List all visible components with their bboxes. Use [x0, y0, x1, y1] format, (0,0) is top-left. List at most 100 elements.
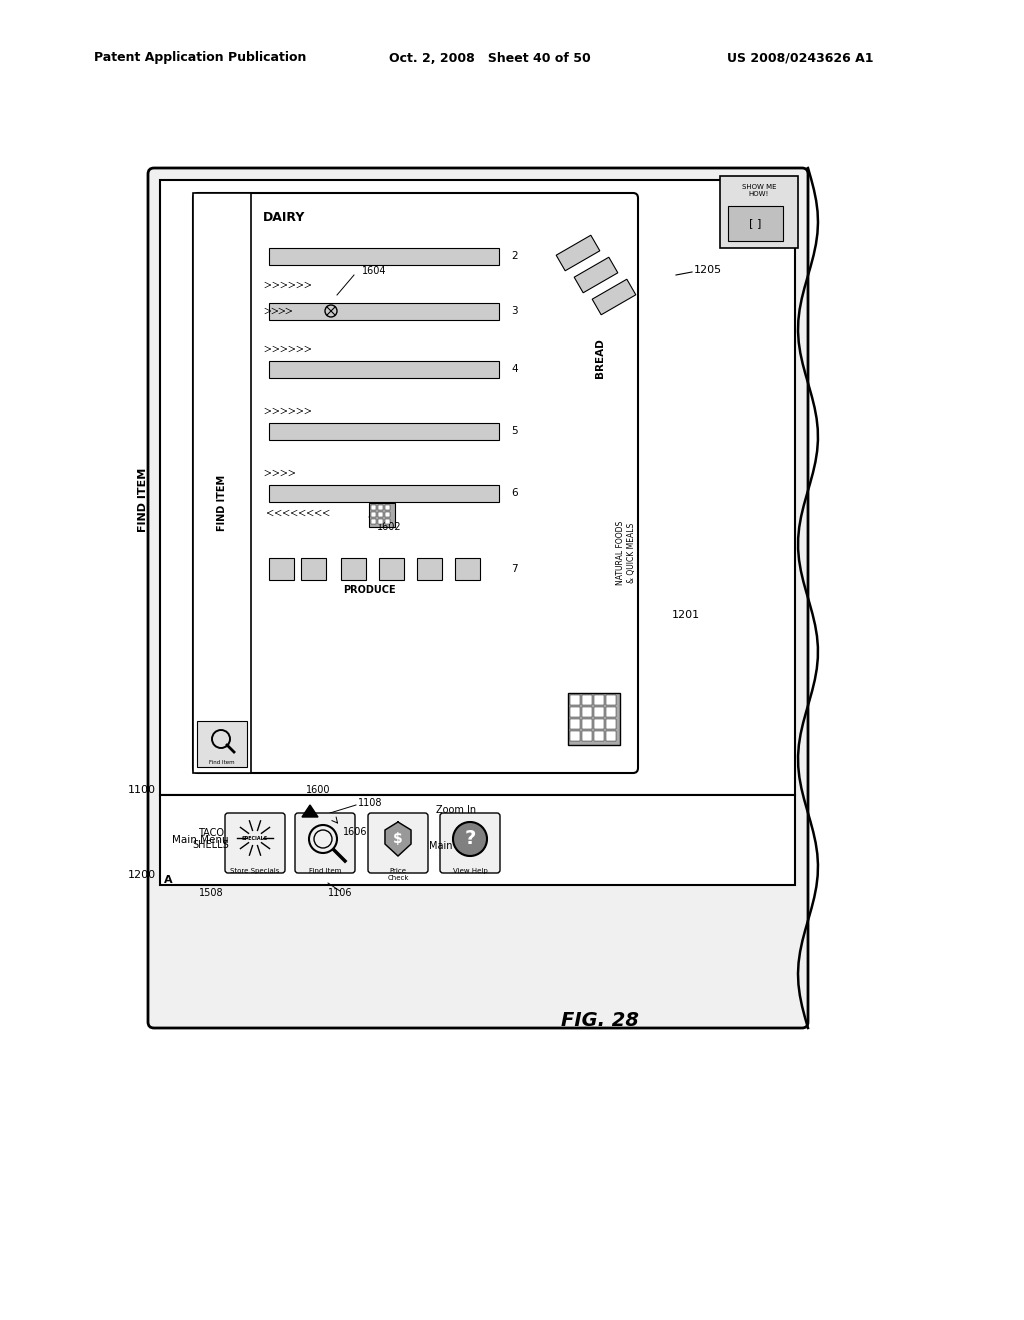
Text: 1201: 1201	[672, 610, 700, 620]
Bar	[379, 558, 404, 579]
Text: Patent Application Publication: Patent Application Publication	[94, 51, 306, 65]
Polygon shape	[385, 822, 411, 855]
Text: [ ]: [ ]	[749, 218, 761, 228]
Bar	[193, 193, 251, 774]
Text: 1602: 1602	[377, 521, 401, 532]
Bar	[417, 558, 442, 579]
Bar	[606, 731, 616, 741]
FancyBboxPatch shape	[368, 813, 428, 873]
FancyBboxPatch shape	[295, 813, 355, 873]
Text: 4: 4	[511, 364, 517, 374]
Text: 1100: 1100	[128, 785, 156, 795]
Text: A: A	[164, 875, 172, 884]
Bar	[269, 484, 499, 502]
Bar	[570, 731, 580, 741]
Circle shape	[453, 822, 487, 855]
Bar	[415, 832, 497, 861]
Bar	[378, 506, 383, 510]
Bar	[582, 708, 592, 717]
Text: 7: 7	[511, 564, 517, 574]
Bar	[269, 304, 499, 319]
Bar	[582, 719, 592, 729]
Text: FIG. 28: FIG. 28	[561, 1011, 639, 1030]
Text: 5: 5	[511, 426, 517, 436]
FancyBboxPatch shape	[225, 813, 285, 873]
Text: 1508: 1508	[199, 888, 223, 898]
Bar	[160, 795, 795, 884]
Bar	[378, 519, 383, 524]
Bar	[728, 206, 783, 242]
Bar	[594, 731, 604, 741]
Text: 1604: 1604	[361, 267, 386, 276]
Bar	[371, 512, 376, 517]
Bar	[415, 795, 497, 825]
Text: Price
Check: Price Check	[387, 869, 409, 880]
Text: 1205: 1205	[694, 265, 722, 275]
Polygon shape	[556, 235, 600, 271]
Text: 2: 2	[511, 251, 517, 261]
Bar	[301, 558, 326, 579]
Text: 1108: 1108	[358, 799, 383, 808]
Bar	[369, 503, 395, 527]
Text: ?: ?	[464, 829, 476, 849]
Text: 3: 3	[511, 306, 517, 315]
Bar	[378, 512, 383, 517]
Bar	[594, 696, 604, 705]
Bar	[720, 176, 798, 248]
FancyBboxPatch shape	[193, 193, 638, 774]
Bar	[582, 696, 592, 705]
Text: Main Menu: Main Menu	[172, 836, 228, 845]
Bar	[269, 422, 499, 440]
Bar	[160, 180, 795, 795]
Polygon shape	[574, 257, 617, 293]
Bar	[570, 719, 580, 729]
Text: 1600: 1600	[306, 785, 331, 795]
Text: Main Menu: Main Menu	[429, 841, 482, 851]
Bar	[582, 731, 592, 741]
Text: 1200: 1200	[128, 870, 156, 880]
Bar	[197, 721, 247, 767]
Bar	[385, 512, 390, 517]
Bar	[269, 558, 294, 579]
Text: SPECIALS: SPECIALS	[242, 836, 268, 841]
Text: 1106: 1106	[328, 888, 352, 898]
Bar	[385, 506, 390, 510]
Bar	[606, 708, 616, 717]
Text: Zoom In: Zoom In	[436, 805, 476, 814]
Polygon shape	[302, 805, 318, 817]
Bar	[570, 708, 580, 717]
Text: BREAD: BREAD	[595, 338, 605, 378]
Bar	[606, 696, 616, 705]
Text: NATURAL FOODS
& QUICK MEALS: NATURAL FOODS & QUICK MEALS	[616, 521, 636, 585]
Bar	[594, 708, 604, 717]
Text: FIND ITEM: FIND ITEM	[138, 467, 148, 532]
Bar	[269, 248, 499, 265]
Bar	[341, 558, 366, 579]
Text: 1606: 1606	[343, 828, 368, 837]
FancyBboxPatch shape	[440, 813, 500, 873]
Text: Find Item: Find Item	[309, 869, 341, 874]
Bar	[455, 558, 480, 579]
Text: View Help: View Help	[453, 869, 487, 874]
Bar	[570, 696, 580, 705]
Bar	[568, 693, 620, 744]
Bar	[170, 795, 252, 883]
FancyBboxPatch shape	[148, 168, 808, 1028]
Text: Store Specials: Store Specials	[230, 869, 280, 874]
Text: DAIRY: DAIRY	[263, 211, 305, 224]
Bar	[371, 506, 376, 510]
Bar	[594, 719, 604, 729]
Text: Find Item: Find Item	[209, 760, 234, 766]
Text: US 2008/0243626 A1: US 2008/0243626 A1	[727, 51, 873, 65]
Text: TACO
SHELLS: TACO SHELLS	[193, 828, 229, 850]
Bar	[269, 360, 499, 378]
Text: Oct. 2, 2008   Sheet 40 of 50: Oct. 2, 2008 Sheet 40 of 50	[389, 51, 591, 65]
Text: SHOW ME
HOW!: SHOW ME HOW!	[741, 183, 776, 197]
Text: 6: 6	[511, 488, 517, 498]
Bar	[606, 719, 616, 729]
Polygon shape	[592, 280, 636, 314]
Text: $: $	[393, 832, 402, 846]
Bar	[385, 519, 390, 524]
Text: FIND ITEM: FIND ITEM	[217, 475, 227, 531]
Text: PRODUCE: PRODUCE	[343, 585, 395, 595]
